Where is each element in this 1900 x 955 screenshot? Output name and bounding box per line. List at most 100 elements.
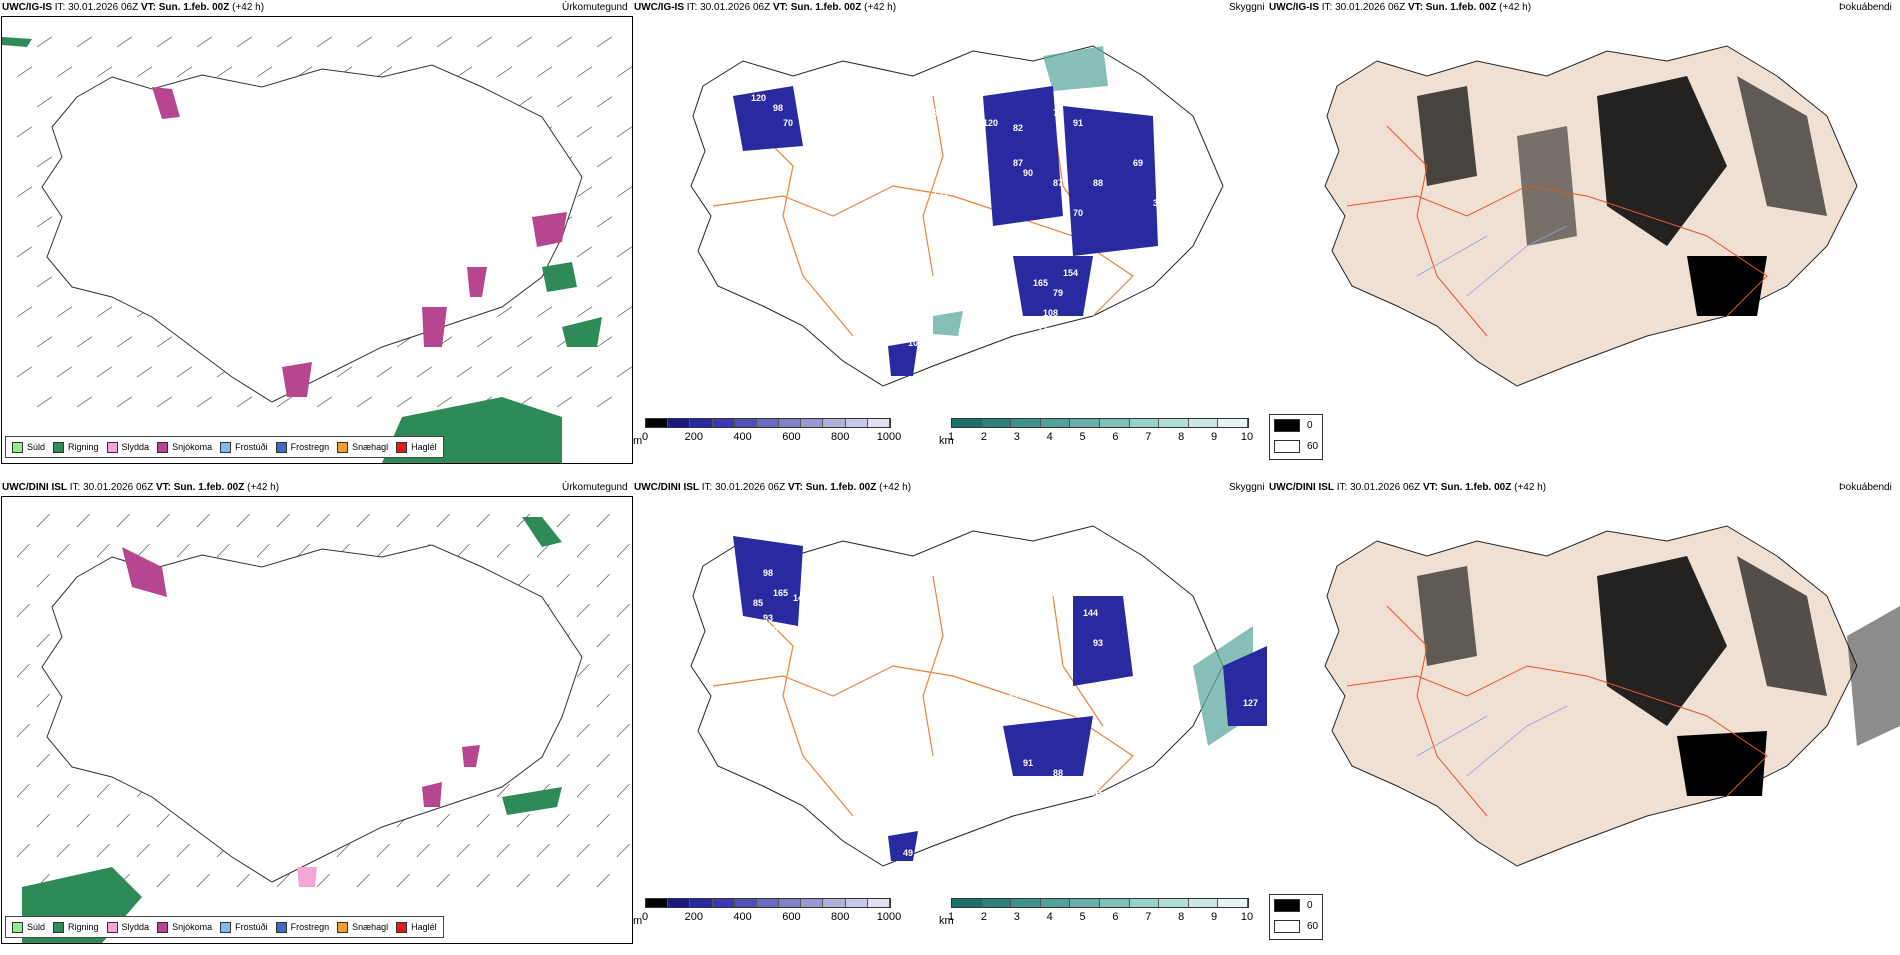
cloud-base-label: 37 — [1153, 198, 1163, 208]
wind-barb — [216, 66, 233, 78]
iceland-fog-map — [1324, 525, 1900, 867]
wind-barb — [256, 543, 270, 558]
wind-barb — [36, 336, 53, 348]
panel-header: UWC/DINI ISL IT: 30.01.2026 06Z VT: Sun.… — [2, 482, 279, 494]
wind-barb — [516, 36, 533, 48]
wind-barb — [136, 66, 153, 78]
iceland-fog-map — [1324, 45, 1858, 387]
valid-time: VT: Sun. 1.feb. 00Z — [1407, 2, 1497, 13]
colorbar-tick: 1 — [947, 911, 955, 923]
valid-time: VT: Sun. 1.feb. 00Z — [1422, 482, 1512, 493]
colorbar-tick: 400 — [733, 431, 752, 443]
cloud-base-label: 70 — [1073, 208, 1083, 218]
wind-barb — [116, 813, 130, 828]
colorbar-step — [1188, 899, 1219, 907]
wind-barb — [96, 783, 110, 798]
colorbar-step — [981, 899, 1012, 907]
precip-type-legend: Súld Rigning Slydda Snjókoma Frostúði Frostre… — [5, 916, 444, 938]
wind-barb — [156, 36, 173, 48]
wind-barb — [256, 66, 273, 78]
wind-barb — [176, 543, 190, 558]
wind-barb — [36, 396, 53, 408]
wind-barb — [596, 873, 610, 888]
wind-barb — [436, 873, 450, 888]
colorbar-tick: 1000 — [876, 431, 902, 443]
colorbar-step — [646, 419, 669, 427]
wind-barb — [236, 396, 253, 408]
cloud-base-panel: UWC/DINI ISL IT: 30.01.2026 06Z VT: Sun.… — [633, 480, 1267, 950]
colorbar-tick: 10 — [1240, 431, 1254, 443]
legend-swatch-black — [1274, 419, 1300, 432]
wind-barb — [176, 843, 190, 858]
legend-label: Slydda — [121, 922, 150, 932]
wind-barb — [596, 633, 610, 648]
colorbar-tick: 600 — [782, 431, 801, 443]
wind-barb — [76, 813, 90, 828]
forecast-row-igis: UWC/IG-IS IT: 30.01.2026 06Z VT: Sun. 1.… — [0, 0, 1900, 475]
valid-time: VT: Sun. 1.feb. 00Z — [155, 482, 245, 493]
visibility-colorbar: km 1 2 3 4 5 6 7 8 9 10 — [939, 898, 1259, 938]
init-time: IT: 30.01.2026 06Z — [1336, 482, 1421, 493]
wind-barb — [576, 126, 593, 138]
colorbar-tick: 800 — [831, 431, 850, 443]
colorbar-tick: 10 — [1240, 911, 1254, 923]
wind-barb — [496, 843, 510, 858]
wind-barb — [376, 843, 390, 858]
cloud-base-label: 108 — [1043, 308, 1058, 318]
wind-barb — [376, 66, 393, 78]
colorbar-tick: 2 — [980, 911, 987, 923]
cloud-base-label: 94 — [953, 138, 963, 148]
colorbar-step — [1099, 419, 1130, 427]
precip-type-panel: UWC/DINI ISL IT: 30.01.2026 06Z VT: Sun.… — [0, 480, 633, 950]
fog-legend: 0 60 — [1269, 894, 1323, 940]
model-name: UWC/IG-IS — [1269, 2, 1319, 13]
colorbar-step — [801, 419, 824, 427]
legend-label: Slydda — [121, 442, 150, 452]
cloud-base-label: 93 — [1093, 638, 1103, 648]
cloud-base-label: 93 — [763, 613, 773, 623]
wind-barb — [36, 693, 50, 708]
colorbar-step — [1011, 419, 1041, 427]
colorbar-tick: 8 — [1178, 431, 1185, 443]
wind-barb — [356, 513, 370, 528]
wind-barb — [576, 306, 593, 318]
wind-barb — [136, 366, 153, 378]
colorbar-step — [690, 419, 713, 427]
wind-barb — [316, 513, 330, 528]
wind-barb — [156, 813, 170, 828]
colorbar-step — [779, 419, 802, 427]
visibility-colorbar: km 1 2 3 4 5 6 7 8 9 10 — [939, 418, 1259, 458]
precip-type-legend: Súld Rigning Slydda Snjókoma Frostúði Frostre… — [5, 436, 444, 458]
wind-barb — [616, 543, 630, 558]
wind-barb — [596, 753, 610, 768]
legend-item: Rigning — [53, 921, 99, 933]
cloud-base-label: 91 — [1023, 758, 1033, 768]
wind-barb — [156, 336, 173, 348]
wind-barb — [96, 306, 113, 318]
wind-barb — [16, 366, 33, 378]
panel-title: Skyggni — [1229, 482, 1265, 493]
colorbar-step — [1188, 419, 1219, 427]
rivers — [1416, 705, 1568, 777]
wind-barb — [616, 366, 632, 378]
colorbar-step — [1070, 419, 1100, 427]
legend-label: Snjókoma — [172, 442, 213, 452]
wind-barb — [516, 873, 530, 888]
colorbar-step — [712, 899, 735, 907]
panel-title: Úrkomutegund — [562, 482, 628, 493]
cloud-base-label: 100 — [908, 338, 923, 348]
wind-barb — [596, 276, 613, 288]
wind-barb — [216, 543, 230, 558]
colorbar-unit: m — [633, 915, 643, 927]
colorbar-step — [1040, 899, 1071, 907]
wind-barb — [576, 246, 593, 258]
colorbar-step — [867, 419, 890, 427]
wind-barb — [436, 513, 450, 528]
legend-swatch — [106, 441, 118, 453]
wind-barb — [496, 366, 513, 378]
iceland-precip-map — [16, 513, 630, 943]
legend-swatch-white — [1274, 920, 1300, 933]
wind-barb — [56, 66, 73, 78]
colorbar-step — [1129, 899, 1160, 907]
cloud-base-label: 144 — [1083, 608, 1098, 618]
